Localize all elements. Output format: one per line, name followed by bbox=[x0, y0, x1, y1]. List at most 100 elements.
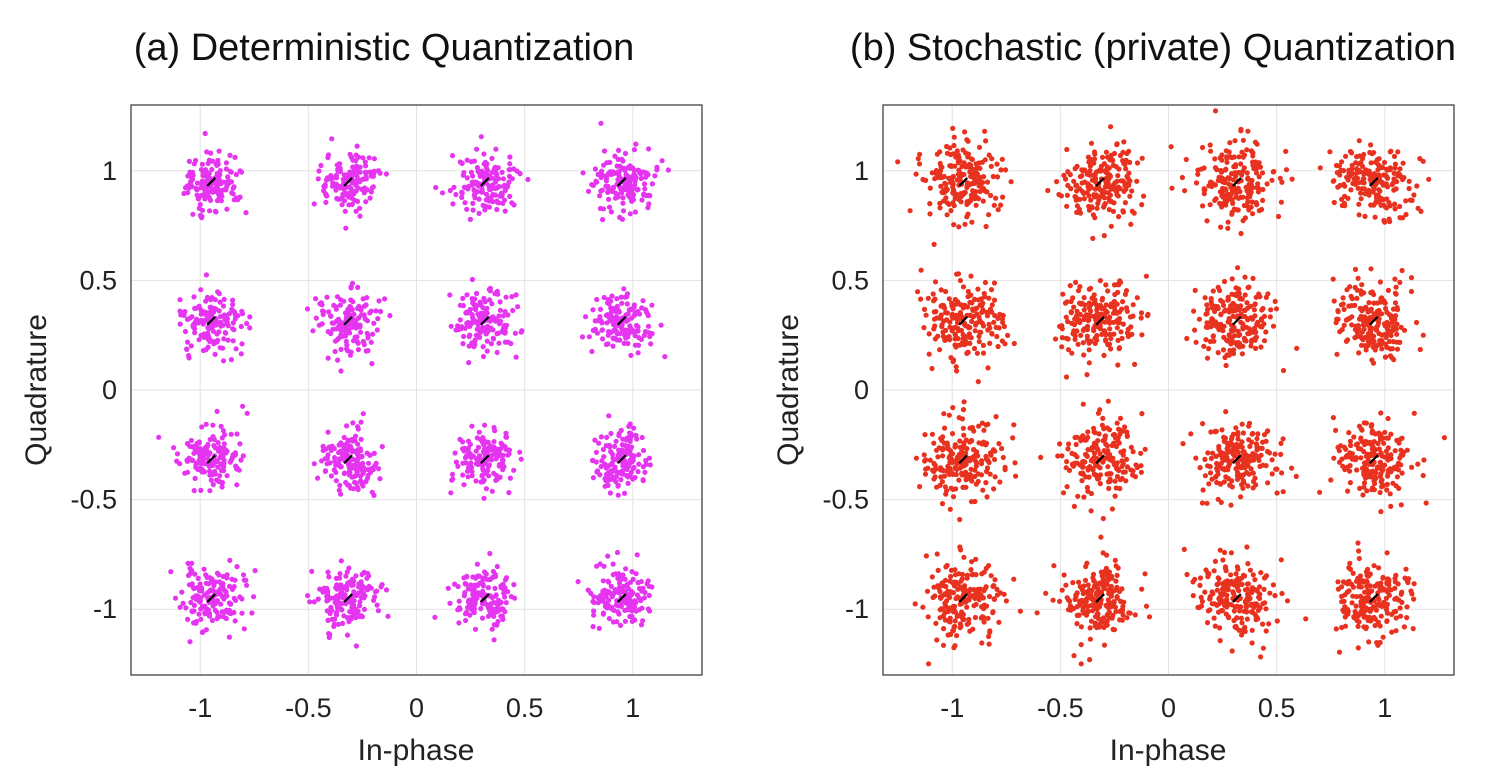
panel-b-point-2336 bbox=[1253, 170, 1260, 176]
panel-a-point-1765 bbox=[481, 161, 487, 167]
panel-a-point-1472 bbox=[518, 456, 524, 462]
panel-a-point-2399 bbox=[644, 193, 650, 199]
panel-a-point-722 bbox=[361, 569, 367, 576]
panel-a-point-1485 bbox=[499, 460, 506, 467]
panel-a-point-549 bbox=[207, 197, 214, 203]
panel-a-point-2122 bbox=[614, 296, 620, 302]
panel-a-point-194 bbox=[182, 470, 188, 476]
panel-a-point-423 bbox=[184, 339, 191, 345]
panel-b-point-430 bbox=[974, 350, 981, 356]
panel-a-point-1482 bbox=[477, 456, 483, 463]
panel-b-point-1823 bbox=[1254, 436, 1260, 442]
panel-b-point-799 bbox=[934, 174, 941, 180]
panel-b-point-310 bbox=[940, 445, 946, 451]
panel-b-point-176 bbox=[950, 590, 957, 596]
panel-b-point-2189 bbox=[1227, 347, 1233, 354]
panel-a-point-725 bbox=[368, 585, 374, 591]
panel-a-point-1733 bbox=[509, 200, 515, 206]
panel-b-point-1949 bbox=[1241, 472, 1247, 478]
panel-b-point-1148 bbox=[1085, 465, 1091, 471]
panel-b-point-1887 bbox=[1217, 481, 1223, 487]
panel-a-point-2065 bbox=[630, 465, 636, 471]
panel-a-point-1019 bbox=[330, 326, 336, 332]
panel-b-point-1953 bbox=[1238, 494, 1244, 500]
panel-b-point-2187 bbox=[1227, 317, 1233, 323]
panel-a-point-2085 bbox=[605, 472, 611, 478]
panel-b-point-1146 bbox=[1085, 434, 1091, 440]
panel-a-point-1834 bbox=[646, 592, 652, 599]
panel-a-point-899 bbox=[340, 452, 346, 458]
panel-a-point-444 bbox=[232, 316, 238, 322]
panel-b-point-1703 bbox=[1220, 557, 1226, 563]
panel-a-point-1741 bbox=[450, 201, 456, 207]
panel-b-point-623 bbox=[931, 241, 937, 247]
panel-b-point-2201 bbox=[1260, 197, 1266, 203]
panel-b-point-1345 bbox=[1145, 311, 1151, 317]
panel-b-point-751 bbox=[952, 163, 958, 169]
panel-b-point-1624 bbox=[1258, 570, 1264, 576]
panel-b-point-1458 bbox=[1090, 235, 1096, 241]
panel-a-point-1726 bbox=[462, 200, 468, 206]
panel-a-point-1493 bbox=[488, 453, 494, 459]
panel-b-point-1709 bbox=[1214, 602, 1220, 608]
panel-b-point-564 bbox=[925, 295, 931, 301]
panel-b-point-1599 bbox=[1106, 175, 1112, 181]
panel-a-point-226 bbox=[234, 431, 240, 437]
panel-b-point-1162 bbox=[1057, 441, 1063, 447]
panel-b-point-914 bbox=[1059, 587, 1065, 593]
panel-a-point-1490 bbox=[506, 451, 512, 457]
panel-b-point-750 bbox=[950, 184, 956, 190]
panel-b-point-1354 bbox=[1107, 320, 1113, 326]
panel-b-title: (b) Stochastic (private) Quantization bbox=[850, 27, 1456, 69]
panel-a-point-553 bbox=[228, 169, 234, 175]
panel-b-point-1591 bbox=[1064, 192, 1070, 198]
panel-b-point-1259 bbox=[1060, 291, 1066, 297]
panel-b-point-114 bbox=[952, 643, 958, 649]
panel-a-xlabel: In-phase bbox=[358, 734, 475, 767]
panel-b-point-127 bbox=[981, 614, 987, 621]
panel-b-point-1197 bbox=[1106, 454, 1112, 460]
panel-a-point-131 bbox=[168, 569, 174, 575]
panel-a-point-1399 bbox=[500, 452, 506, 458]
panel-a-point-1315 bbox=[432, 614, 438, 620]
panel-b-point-911 bbox=[1104, 612, 1110, 618]
panel-a-point-1284 bbox=[499, 606, 505, 612]
panel-b-point-960 bbox=[1111, 627, 1118, 633]
panel-a-point-1938 bbox=[609, 604, 615, 611]
panel-b-point-245 bbox=[922, 432, 928, 438]
panel-a-point-1325 bbox=[489, 626, 495, 632]
panel-b-point-1572 bbox=[1127, 178, 1133, 184]
panel-a-point-433 bbox=[218, 314, 224, 320]
panel-a-point-1564 bbox=[470, 317, 477, 323]
panel-b-point-1380 bbox=[1139, 332, 1145, 338]
panel-a-ideal-marker-12 bbox=[616, 593, 627, 603]
panel-b-point-22 bbox=[994, 586, 1000, 593]
panel-b-point-1179 bbox=[1133, 462, 1139, 468]
panel-a-point-1511 bbox=[480, 344, 486, 350]
panel-a: (a) Deterministic Quantization -1 -0.5 0… bbox=[20, 27, 703, 767]
panel-b-point-1188 bbox=[1080, 433, 1086, 439]
panel-a-point-706 bbox=[332, 616, 338, 622]
panel-b-point-1341 bbox=[1081, 316, 1087, 323]
panel-a-point-1674 bbox=[464, 157, 470, 163]
panel-b-point-1274 bbox=[1128, 324, 1134, 330]
panel-b-point-2365 bbox=[1264, 181, 1270, 187]
panel-a-point-2032 bbox=[631, 453, 637, 459]
panel-a-point-1973 bbox=[599, 458, 605, 464]
panel-b-point-364 bbox=[971, 446, 977, 453]
panel-a-point-1857 bbox=[590, 598, 596, 605]
panel-a-point-1162 bbox=[371, 170, 377, 176]
panel-a-point-1233 bbox=[508, 594, 514, 600]
panel-a-point-139 bbox=[199, 629, 205, 636]
panel-b-point-953 bbox=[1103, 572, 1109, 578]
panel-b-point-75 bbox=[985, 615, 991, 621]
panel-b-point-163 bbox=[976, 597, 982, 603]
panel-a-point-1875 bbox=[640, 618, 646, 624]
panel-b-point-747 bbox=[917, 151, 923, 157]
panel-a-point-974 bbox=[316, 322, 322, 328]
panel-b-point-2185 bbox=[1211, 338, 1217, 344]
panel-a-x-ticks: -1 -0.5 0 0.5 1 bbox=[188, 693, 640, 723]
panel-a-point-446 bbox=[213, 322, 219, 328]
panel-a-ideal-marker-4 bbox=[343, 593, 353, 603]
panel-a-point-1238 bbox=[474, 561, 480, 567]
